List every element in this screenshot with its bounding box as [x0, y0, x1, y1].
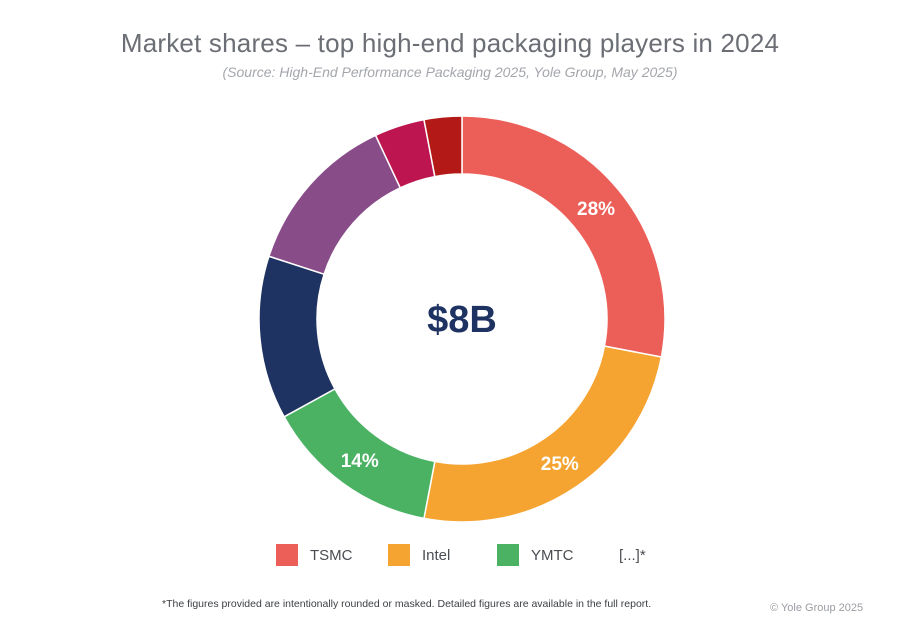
slice-label-tsmc: 28%: [577, 199, 615, 220]
slice-intel: [423, 345, 663, 523]
slice-other-4: [267, 134, 402, 276]
legend-item-intel: Intel: [388, 544, 497, 566]
slice-labels: 28% 25% 14%: [341, 199, 615, 475]
legend-label-others: [...]*: [619, 546, 646, 564]
slice-tsmc: [461, 115, 666, 358]
legend-swatch-ymtc: [497, 544, 519, 566]
donut-slices: [258, 115, 666, 523]
slice-other-6: [423, 115, 463, 178]
legend: TSMC Intel YMTC [...]*: [276, 543, 646, 567]
slice-label-intel: 25%: [541, 454, 579, 475]
legend-item-ymtc: YMTC: [497, 544, 619, 566]
chart-title: Market shares – top high-end packaging p…: [120, 28, 780, 58]
legend-swatch-intel: [388, 544, 410, 566]
legend-item-others: [...]*: [619, 547, 646, 564]
slice-other-3: [258, 255, 336, 418]
footnote: *The figures provided are intentionally …: [162, 598, 652, 610]
legend-label-ymtc: YMTC: [531, 546, 574, 564]
copyright: © Yole Group 2025: [770, 602, 864, 614]
legend-label-tsmc: TSMC: [310, 546, 353, 564]
slice-label-ymtc: 14%: [341, 451, 379, 472]
legend-label-intel: Intel: [422, 546, 451, 564]
legend-swatch-tsmc: [276, 544, 298, 566]
legend-item-tsmc: TSMC: [276, 544, 388, 566]
chart-subtitle: (Source: High-End Performance Packaging …: [222, 64, 678, 80]
total-market-label: $8B: [427, 299, 497, 341]
